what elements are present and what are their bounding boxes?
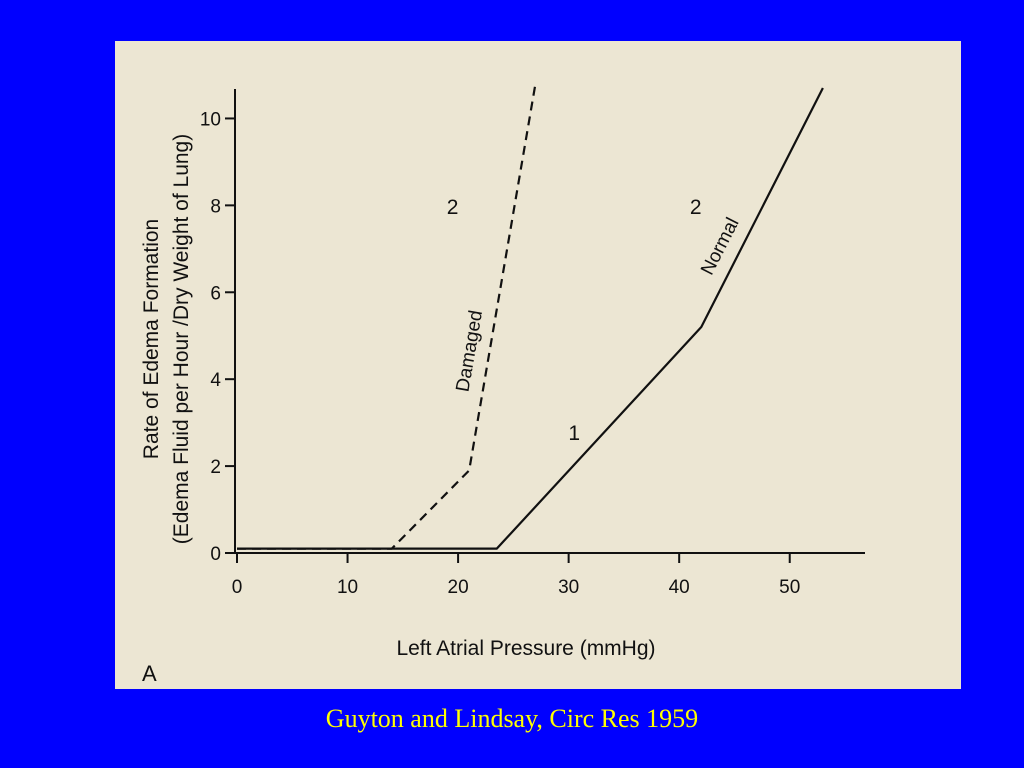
chart-ticks: 0 10 20 30 40 50 0 2 4 6 8 10 bbox=[200, 109, 800, 598]
x-tick-label: 40 bbox=[669, 577, 690, 598]
x-tick-label: 20 bbox=[448, 577, 469, 598]
chart-axes bbox=[234, 89, 865, 554]
y-tick-label: 2 bbox=[210, 457, 221, 478]
x-tick-label: 50 bbox=[779, 577, 800, 598]
x-axis-title: Left Atrial Pressure (mmHg) bbox=[396, 637, 655, 660]
series-line-normal bbox=[237, 87, 824, 550]
chart-series bbox=[237, 83, 824, 550]
y-axis-title-line1: Rate of Edema Formation bbox=[140, 219, 163, 459]
y-tick-label: 0 bbox=[210, 544, 221, 565]
region-number-label: 2 bbox=[447, 196, 459, 219]
region-number-label: 2 bbox=[690, 196, 702, 219]
y-tick-label: 10 bbox=[200, 109, 221, 130]
y-tick-label: 8 bbox=[210, 196, 221, 217]
series-label-damaged: Damaged bbox=[453, 309, 488, 394]
series-line-damaged bbox=[237, 83, 537, 550]
x-tick-label: 10 bbox=[337, 577, 358, 598]
y-tick-label: 4 bbox=[210, 370, 221, 391]
region-number-label: 1 bbox=[568, 422, 580, 445]
y-axis-title-line2: (Edema Fluid per Hour /Dry Weight of Lun… bbox=[170, 134, 193, 544]
chart: 0 10 20 30 40 50 0 2 4 6 8 10 Damaged Normal 1 2 2 Left… bbox=[140, 83, 865, 686]
figure-panel: 0 10 20 30 40 50 0 2 4 6 8 10 Damaged Normal 1 2 2 Left… bbox=[115, 41, 961, 689]
x-tick-label: 30 bbox=[558, 577, 579, 598]
y-tick-label: 6 bbox=[210, 283, 221, 304]
series-label-normal: Normal bbox=[697, 214, 743, 278]
chart-labels: Damaged Normal 1 2 2 bbox=[447, 196, 744, 445]
x-tick-label: 0 bbox=[232, 577, 243, 598]
slide-caption: Guyton and Lindsay, Circ Res 1959 bbox=[325, 704, 699, 733]
panel-letter: A bbox=[142, 661, 157, 686]
